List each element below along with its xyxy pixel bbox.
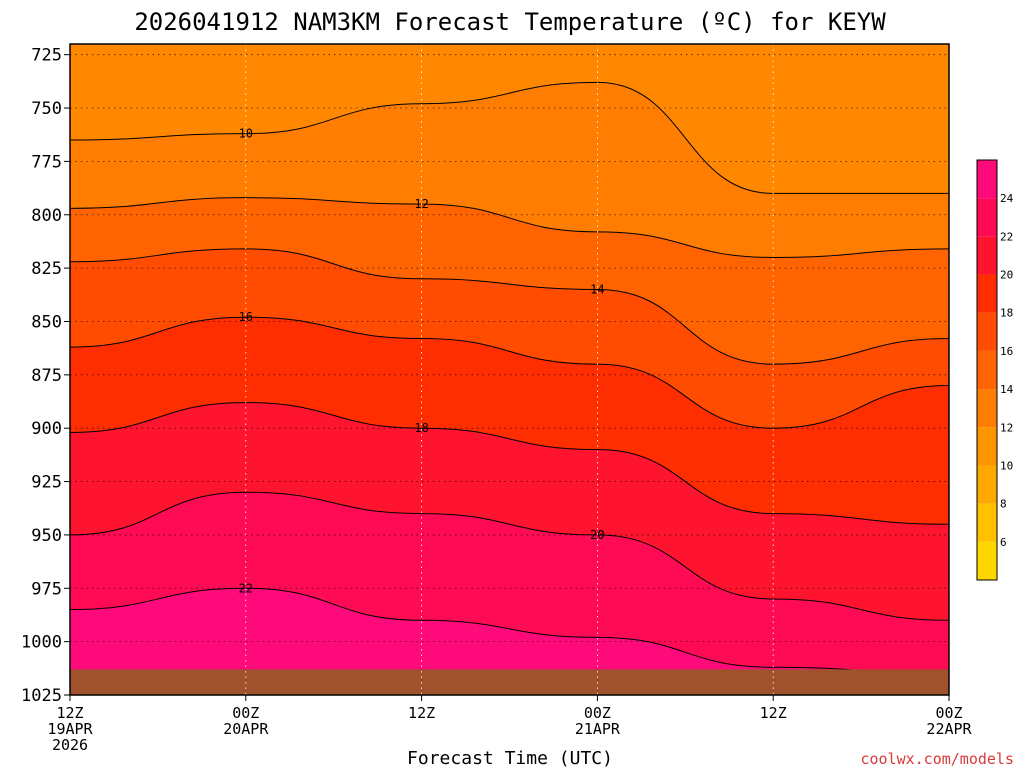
colorbar-segment <box>977 312 997 351</box>
isotherm-14 <box>69 248 950 365</box>
colorbar-segment <box>977 427 997 466</box>
y-axis: 725 750 775 800 825 850 875 900 925 950 975 1000 102… <box>21 46 70 706</box>
x-tick-label: 00Z <box>584 704 611 722</box>
y-tick-label: 950 <box>31 526 62 546</box>
y-tick-label: 825 <box>31 259 62 279</box>
temperature-bands <box>70 82 949 696</box>
isotherm-label: 22 <box>239 581 253 595</box>
colorbar-tick-label: 14 <box>1000 383 1014 396</box>
y-tick-label: 900 <box>31 419 62 439</box>
x-tick-label: 12Z <box>56 704 83 722</box>
colorbar-tick-label: 20 <box>1000 269 1013 282</box>
y-tick-label: 875 <box>31 366 62 386</box>
x-tick-label: 19APR <box>47 720 93 738</box>
colorbar-tick-label: 6 <box>1000 536 1007 549</box>
x-axis-title: Forecast Time (UTC) <box>407 748 613 768</box>
isotherm-label: 16 <box>239 310 253 324</box>
x-tick-label: 20APR <box>223 720 269 738</box>
x-tick-label: 22APR <box>926 720 972 738</box>
y-tick-label: 775 <box>31 152 62 172</box>
colorbar-segment <box>977 541 997 580</box>
x-tick-label: 00Z <box>935 704 962 722</box>
y-tick-label: 1000 <box>21 633 62 653</box>
colorbar-segment <box>977 198 997 237</box>
colorbar-tick-label: 16 <box>1000 345 1013 358</box>
colorbar-tick-label: 8 <box>1000 498 1007 511</box>
isotherm-label: 14 <box>590 282 604 296</box>
colorbar-tick-label: 10 <box>1000 459 1013 472</box>
isotherm-18 <box>69 402 950 525</box>
colorbar-tick-label: 18 <box>1000 307 1013 320</box>
colorbar-tick-label: 22 <box>1000 230 1013 243</box>
x-tick-label: 21APR <box>575 720 621 738</box>
colorbar-tick-label: 12 <box>1000 421 1013 434</box>
isotherm-lines <box>69 81 950 675</box>
isotherm-20 <box>69 491 950 621</box>
colorbar-frame <box>976 159 998 581</box>
colorbar-legend: 6 8 10 12 14 16 18 20 22 24 <box>976 159 1014 581</box>
y-tick-label: 1025 <box>21 686 62 706</box>
surface-terrain <box>70 669 949 695</box>
y-tick-label: 925 <box>31 473 62 493</box>
y-tick-label: 850 <box>31 312 62 332</box>
credit-text: coolwx.com/models <box>860 750 1014 768</box>
isotherm-label: 18 <box>414 421 428 435</box>
colorbar-segment <box>977 160 997 199</box>
y-tick-label: 975 <box>31 579 62 599</box>
colorbar-tick-label: 24 <box>1000 192 1014 205</box>
x-tick-label: 12Z <box>408 704 435 722</box>
grid-lines <box>70 44 949 695</box>
chart-title: 2026041912 NAM3KM Forecast Temperature (… <box>134 8 886 36</box>
y-tick-label: 800 <box>31 206 62 226</box>
isotherm-22 <box>69 587 950 675</box>
isotherm-16 <box>69 316 950 429</box>
isotherm-12 <box>69 197 950 258</box>
x-tick-label: 12Z <box>760 704 787 722</box>
colorbar-segment <box>977 274 997 313</box>
y-tick-label: 725 <box>31 46 62 66</box>
colorbar-segment <box>977 503 997 542</box>
colorbar-segment <box>977 389 997 428</box>
x-tick-label: 00Z <box>232 704 259 722</box>
colorbar-segment <box>977 465 997 504</box>
isotherm-10 <box>69 81 949 194</box>
x-tick-label: 2026 <box>52 736 88 754</box>
colorbar-segment <box>977 236 997 275</box>
isotherm-label: 10 <box>239 127 253 141</box>
temperature-band-22 <box>70 588 949 695</box>
terrain-fill <box>70 669 949 695</box>
y-tick-label: 750 <box>31 99 62 119</box>
colorbar-segment <box>977 350 997 390</box>
plot-frame <box>69 43 950 696</box>
